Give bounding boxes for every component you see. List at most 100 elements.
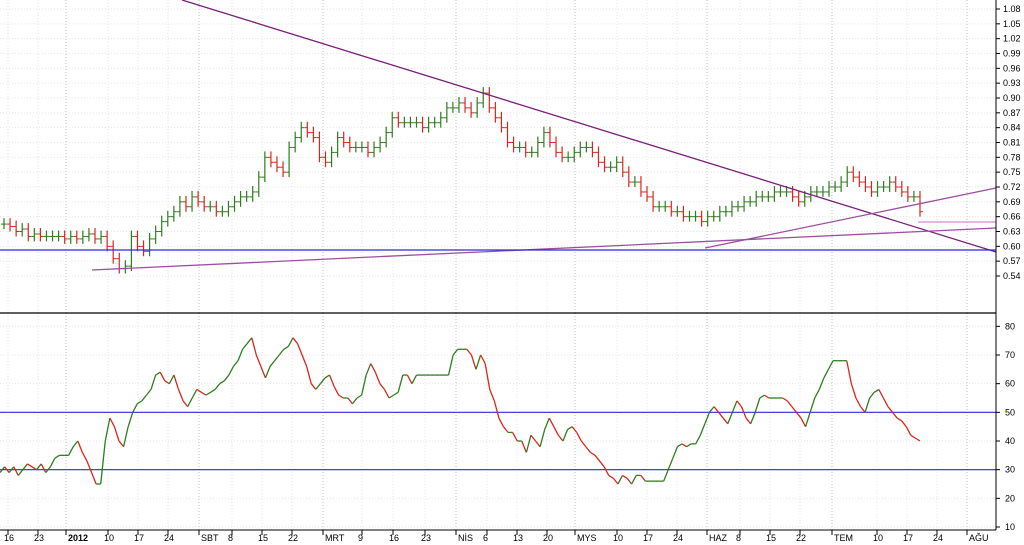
osc-ytick-label: 80 <box>1005 321 1015 331</box>
x-tick-label: 17 <box>903 533 913 543</box>
price-trendlines <box>0 0 997 271</box>
osc-ytick-label: 70 <box>1005 350 1015 360</box>
price-ohlc-bars <box>1 87 923 274</box>
osc-segment <box>4 466 10 473</box>
osc-segment <box>882 397 889 407</box>
price-ytick-label: 0.84 <box>1003 123 1021 133</box>
osc-segment <box>622 474 628 479</box>
osc-segment <box>590 451 596 456</box>
osc-segment <box>869 391 875 399</box>
x-tick-label: 23 <box>421 533 431 543</box>
x-tick-label: 24 <box>933 533 943 543</box>
x-tick-label: AĞU <box>969 533 989 543</box>
osc-segment <box>740 406 747 419</box>
osc-segment <box>296 343 303 356</box>
osc-segment <box>617 475 624 485</box>
x-tick-label: 8 <box>228 533 233 543</box>
osc-segment <box>127 412 134 427</box>
price-ytick-label: 0.87 <box>1003 108 1021 118</box>
osc-segment <box>104 417 111 442</box>
price-ytick-label: 0.78 <box>1003 152 1021 162</box>
osc-segment <box>141 394 147 402</box>
osc-segment <box>804 412 811 427</box>
osc-segment <box>109 417 116 427</box>
osc-segment <box>379 383 385 390</box>
osc-segment <box>269 360 276 367</box>
osc-segment <box>484 363 491 390</box>
osc-segment <box>168 374 175 384</box>
osc-segment <box>182 400 189 408</box>
osc-segment <box>333 386 340 396</box>
osc-segment <box>498 417 505 427</box>
x-tick-label: MYS <box>577 533 597 543</box>
osc-segment <box>301 354 308 367</box>
osc-segment <box>90 472 97 485</box>
osc-segment <box>512 432 518 442</box>
osc-segment <box>548 417 555 427</box>
osc-segment <box>553 426 559 436</box>
price-ytick-label: 0.57 <box>1003 256 1021 266</box>
osc-segment <box>86 460 93 473</box>
x-tick-label: 23 <box>34 533 44 543</box>
osc-ytick-label: 10 <box>1005 522 1015 532</box>
osc-segment <box>557 434 564 442</box>
osc-segment <box>45 466 51 473</box>
osc-segment <box>100 440 106 485</box>
osc-segment <box>251 337 257 356</box>
x-tick-label: 10 <box>104 533 114 543</box>
descending-resistance-line <box>181 0 997 253</box>
osc-segment <box>818 377 825 390</box>
osc-segment <box>901 420 907 428</box>
osc-segment <box>205 391 211 396</box>
osc-segment <box>608 474 614 479</box>
osc-segment <box>603 466 610 476</box>
osc-segment <box>214 383 221 390</box>
osc-segment <box>640 474 646 482</box>
osc-segment <box>764 394 770 399</box>
osc-segment <box>718 411 724 419</box>
osc-segment <box>663 469 669 482</box>
osc-segment <box>859 406 866 413</box>
osc-segment <box>736 400 743 408</box>
osc-segment <box>809 397 816 413</box>
osc-segment <box>470 354 477 370</box>
osc-segment <box>905 426 912 436</box>
osc-segment <box>580 440 587 448</box>
osc-segment <box>22 463 28 471</box>
osc-segment <box>915 437 921 442</box>
price-ytick-label: 1.05 <box>1003 19 1021 29</box>
price-ytick-label: 0.72 <box>1003 182 1021 192</box>
price-panel-grid <box>0 0 996 313</box>
osc-segment <box>896 417 903 422</box>
osc-segment <box>113 426 120 442</box>
osc-segment <box>786 400 793 408</box>
osc-segment <box>187 397 193 407</box>
osc-segment <box>274 354 280 362</box>
osc-segment <box>480 354 486 364</box>
x-tick-label: 15 <box>258 533 268 543</box>
x-tick-label: 17 <box>643 533 653 543</box>
price-ytick-label: 1.02 <box>1003 34 1021 44</box>
osc-segment <box>713 406 720 413</box>
oscillator-panel-grid <box>0 313 996 530</box>
osc-segment <box>873 388 880 393</box>
osc-segment <box>260 366 267 379</box>
osc-segment <box>173 374 180 390</box>
osc-segment <box>672 446 679 459</box>
osc-segment <box>823 369 830 379</box>
osc-segment <box>283 345 289 350</box>
osc-segment <box>13 466 19 476</box>
osc-segment <box>132 403 138 413</box>
x-tick-label: 17 <box>134 533 144 543</box>
osc-segment <box>287 337 294 347</box>
osc-ytick-label: 60 <box>1005 379 1015 389</box>
x-tick-label: 8 <box>736 533 741 543</box>
osc-segment <box>782 397 788 402</box>
osc-segment <box>292 337 299 344</box>
x-tick-label: 22 <box>796 533 806 543</box>
x-tick-label: 10 <box>613 533 623 543</box>
osc-segment <box>493 400 500 419</box>
osc-segment <box>750 412 756 425</box>
osc-segment <box>850 383 857 399</box>
osc-segment <box>49 457 56 468</box>
